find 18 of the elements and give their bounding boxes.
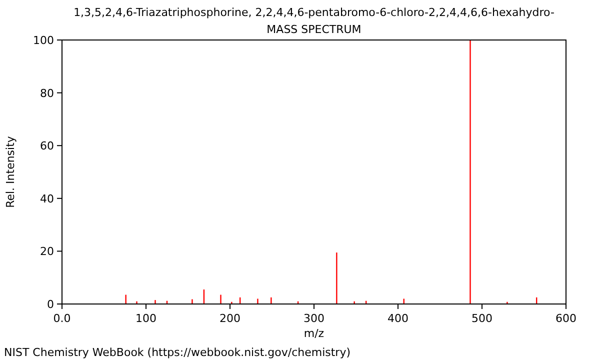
y-tick-label: 0 xyxy=(47,298,54,311)
x-tick-label: 600 xyxy=(556,312,576,325)
chart-title: 1,3,5,2,4,6-Triazatriphosphorine, 2,2,4,4,6-pentabromo-6-chloro-2,2,4,4,6,6-hexahydro- xyxy=(74,6,554,19)
y-tick-label: 80 xyxy=(40,86,54,100)
y-tick-label: 100 xyxy=(33,34,54,47)
x-axis-title: m/z xyxy=(304,327,324,340)
chart-subtitle: MASS SPECTRUM xyxy=(266,23,362,36)
x-tick-label: 300 xyxy=(304,312,324,325)
text: NIST Chemistry WebBook (https://webbook.nist.gov/chemistry) xyxy=(4,346,350,359)
y-tick-label: 20 xyxy=(40,245,54,258)
y-axis-title: Rel. Intensity xyxy=(4,136,17,208)
x-tick-label: 400 xyxy=(388,312,408,325)
y-tick-label: 40 xyxy=(40,192,54,206)
x-tick-label: 500 xyxy=(472,312,492,325)
x-tick-label: 0.0 xyxy=(53,312,71,325)
x-tick-label: 100 xyxy=(136,312,156,325)
y-tick-label: 60 xyxy=(40,140,54,153)
x-tick-label: 200 xyxy=(220,312,240,325)
